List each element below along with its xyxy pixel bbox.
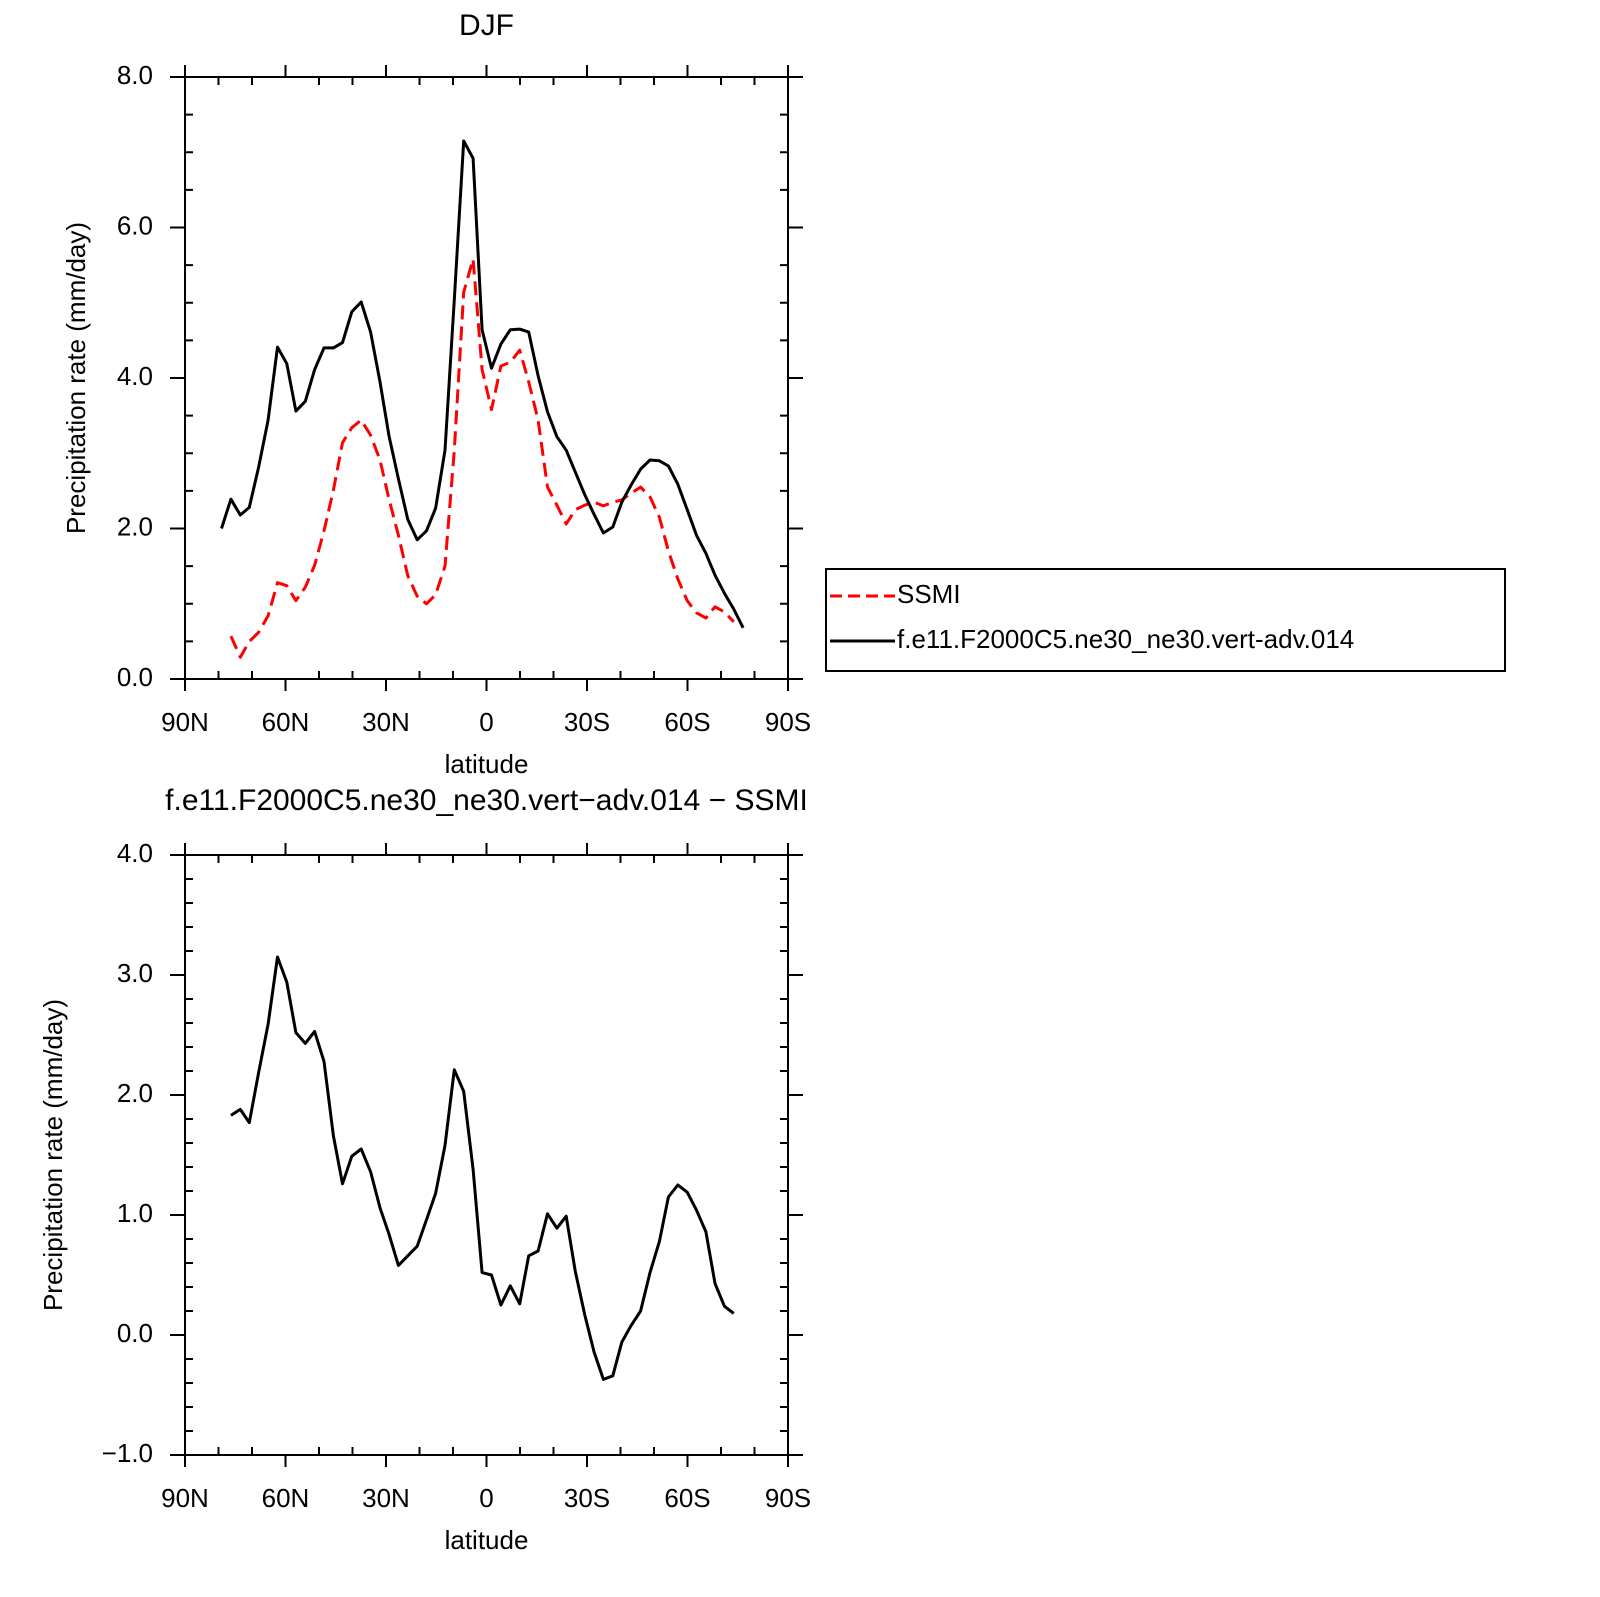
x-tick-label: 90S xyxy=(765,707,811,737)
panel: DJF latitude Precipitation rate (mm/day) 0.… xyxy=(61,9,1506,779)
legend: SSMI f.e11.F2000C5.ne30_ne30.vert-adv.014 xyxy=(825,568,1506,672)
y-tick-label: 0.0 xyxy=(117,662,153,692)
x-tick-label: 90N xyxy=(161,1483,209,1513)
y-tick-label: −1.0 xyxy=(102,1438,153,1468)
panel: f.e11.F2000C5.ne30_ne30.vert−adv.014 − S… xyxy=(38,784,811,1555)
x-tick-label: 30N xyxy=(362,1483,410,1513)
chart-title: DJF xyxy=(459,9,514,42)
y-axis-label: Precipitation rate (mm/day) xyxy=(61,222,91,534)
y-tick-label: 4.0 xyxy=(117,838,153,868)
data-line xyxy=(220,139,745,629)
y-tick-label: 4.0 xyxy=(117,361,153,391)
y-tick-label: 2.0 xyxy=(117,511,153,541)
x-tick-label: 60S xyxy=(664,707,710,737)
y-tick-label: 2.0 xyxy=(117,1078,153,1108)
y-tick-label: 1.0 xyxy=(117,1198,153,1228)
chart-title: f.e11.F2000C5.ne30_ne30.vert−adv.014 − S… xyxy=(165,784,808,817)
x-tick-label: 60S xyxy=(664,1483,710,1513)
x-axis-label: latitude xyxy=(445,749,529,779)
x-tick-label: 60N xyxy=(262,707,310,737)
y-tick-label: 0.0 xyxy=(117,1318,153,1348)
x-tick-label: 30N xyxy=(362,707,410,737)
data-line xyxy=(229,257,735,659)
plot-frame xyxy=(184,76,789,680)
x-axis-label: latitude xyxy=(445,1525,529,1555)
legend-label: SSMI xyxy=(897,579,961,609)
plot-frame xyxy=(184,854,789,1456)
y-tick-label: 8.0 xyxy=(117,60,153,90)
x-tick-label: 30S xyxy=(564,707,610,737)
legend-label: f.e11.F2000C5.ne30_ne30.vert-adv.014 xyxy=(897,624,1354,654)
x-tick-label: 60N xyxy=(262,1483,310,1513)
legend-box xyxy=(825,568,1506,672)
x-tick-label: 90N xyxy=(161,707,209,737)
x-tick-label: 90S xyxy=(765,1483,811,1513)
data-line xyxy=(230,955,735,1381)
x-tick-label: 30S xyxy=(564,1483,610,1513)
x-tick-label: 0 xyxy=(479,1483,493,1513)
y-tick-label: 3.0 xyxy=(117,958,153,988)
y-tick-label: 6.0 xyxy=(117,210,153,240)
x-tick-label: 0 xyxy=(479,707,493,737)
y-axis-label: Precipitation rate (mm/day) xyxy=(38,999,68,1311)
